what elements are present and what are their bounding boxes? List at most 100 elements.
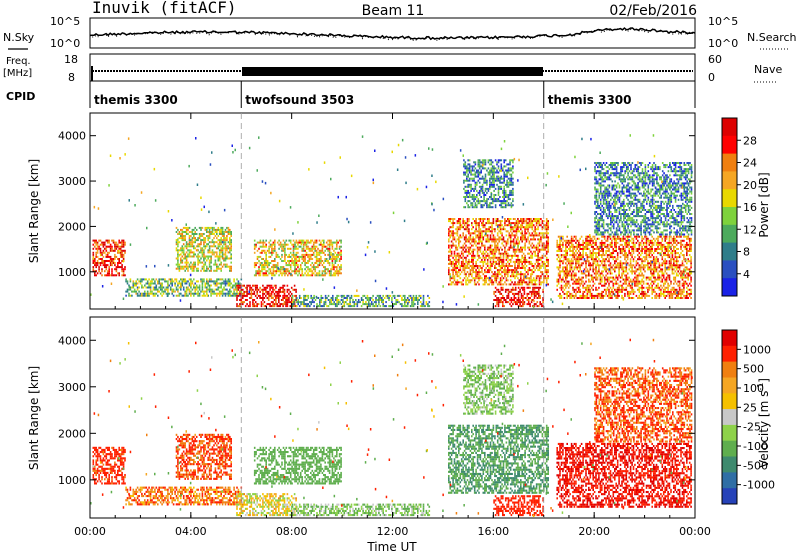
velocity-sparse-echo (681, 392, 683, 395)
velocity-sparse-echo (232, 355, 234, 359)
power-scatter-patch (493, 286, 544, 308)
power-scatter-patch (594, 162, 693, 236)
power-sparse-echo (654, 186, 657, 190)
power-scatter-patch (556, 235, 692, 299)
power-sparse-echo (558, 175, 560, 178)
velocity-sparse-echo (691, 376, 693, 379)
velocity-sparse-echo (385, 495, 388, 499)
velocity-colorbar-swatch (722, 345, 737, 363)
power-sparse-echo (374, 149, 376, 152)
velocity-sparse-echo (99, 461, 102, 464)
velocity-sparse-echo (258, 341, 260, 344)
velocity-colorbar-tick-label: 25 (743, 401, 757, 414)
velocity-sparse-echo (122, 506, 125, 509)
velocity-sparse-echo (101, 493, 104, 496)
power-sparse-echo (277, 267, 279, 270)
velocity-sparse-echo (203, 411, 205, 415)
velocity-sparse-echo (533, 508, 535, 511)
power-sparse-echo (188, 164, 190, 168)
velocity-sparse-echo (361, 340, 364, 343)
power-sparse-echo (119, 157, 121, 160)
power-colorbar-swatch (722, 189, 737, 208)
power-sparse-echo (215, 222, 217, 225)
power-sparse-echo (90, 293, 92, 296)
velocity-sparse-echo (669, 453, 671, 457)
power-sparse-echo (265, 258, 267, 261)
power-sparse-echo (392, 211, 395, 215)
power-sparse-echo (196, 248, 199, 252)
velocity-sparse-echo (188, 370, 190, 373)
power-sparse-echo (545, 183, 547, 187)
velocity-sparse-echo (637, 387, 639, 391)
power-sparse-echo (208, 210, 210, 214)
power-sparse-echo (364, 253, 367, 257)
power-sparse-echo (391, 291, 394, 294)
power-colorbar: 28 24 20 16 12 8 4 (721, 117, 757, 297)
velocity-sparse-echo (401, 343, 404, 347)
velocity-sparse-echo (682, 481, 685, 484)
velocity-sparse-echo (652, 338, 655, 342)
velocity-ytick-label: 1000 (58, 474, 86, 487)
power-sparse-echo (223, 208, 226, 212)
power-sparse-echo (179, 299, 182, 302)
velocity-sparse-echo (685, 466, 687, 469)
velocity-sparse-echo (484, 439, 487, 442)
velocity-sparse-echo (261, 386, 264, 389)
velocity-sparse-echo (463, 504, 465, 507)
power-sparse-echo (300, 242, 303, 246)
velocity-sparse-echo (221, 448, 224, 451)
power-sparse-echo (524, 275, 527, 278)
power-sparse-echo (329, 255, 331, 259)
velocity-sparse-echo (613, 409, 616, 412)
power-sparse-echo (416, 187, 419, 191)
power-sparse-echo (124, 153, 126, 156)
velocity-sparse-echo (513, 453, 515, 456)
power-sparse-echo (276, 267, 278, 271)
velocity-sparse-echo (167, 416, 170, 419)
power-sparse-echo (532, 305, 535, 309)
velocity-sparse-echo (532, 514, 535, 517)
power-sparse-echo (297, 221, 299, 224)
velocity-sparse-echo (625, 471, 628, 474)
power-sparse-echo (560, 237, 562, 240)
power-sparse-echo (93, 205, 96, 209)
velocity-sparse-echo (330, 383, 332, 386)
power-sparse-echo (396, 168, 399, 171)
velocity-sparse-echo (209, 368, 212, 371)
velocity-scatter-patch (175, 433, 232, 480)
power-sparse-echo (189, 273, 192, 277)
velocity-sparse-echo (329, 463, 331, 466)
cpid-label: CPID (6, 90, 35, 103)
power-sparse-echo (481, 163, 484, 167)
x-tick-label: 04:00 (175, 525, 207, 538)
power-sparse-echo (333, 286, 336, 289)
beam-title: Beam 11 (362, 3, 425, 19)
velocity-sparse-echo (524, 483, 527, 487)
power-sparse-echo (463, 295, 465, 298)
velocity-colorbar-swatch (722, 330, 737, 347)
power-sparse-echo (518, 158, 520, 162)
power-sparse-echo (649, 246, 651, 250)
power-sparse-echo (154, 264, 156, 268)
velocity-scatter-patch (92, 446, 126, 485)
velocity-sparse-echo (315, 504, 318, 507)
velocity-sparse-echo (292, 439, 294, 442)
velocity-sparse-echo (124, 358, 126, 361)
velocity-sparse-echo (481, 369, 484, 372)
power-colorbar-swatch (722, 260, 737, 279)
power-sparse-echo (501, 216, 504, 219)
power-sparse-echo (622, 298, 625, 301)
velocity-sparse-echo (546, 377, 549, 381)
power-sparse-echo (347, 220, 350, 224)
velocity-colorbar-tick-label: -25 (743, 421, 761, 434)
power-sparse-echo (308, 168, 310, 171)
velocity-sparse-echo (574, 360, 576, 364)
power-sparse-echo (128, 199, 130, 202)
power-sparse-echo (366, 246, 369, 249)
power-sparse-echo (563, 202, 565, 205)
power-sparse-echo (449, 275, 452, 279)
power-sparse-echo (613, 203, 616, 206)
velocity-colorbar-swatch (722, 377, 737, 394)
power-scatter-patch (463, 159, 514, 209)
power-sparse-echo (500, 169, 502, 173)
